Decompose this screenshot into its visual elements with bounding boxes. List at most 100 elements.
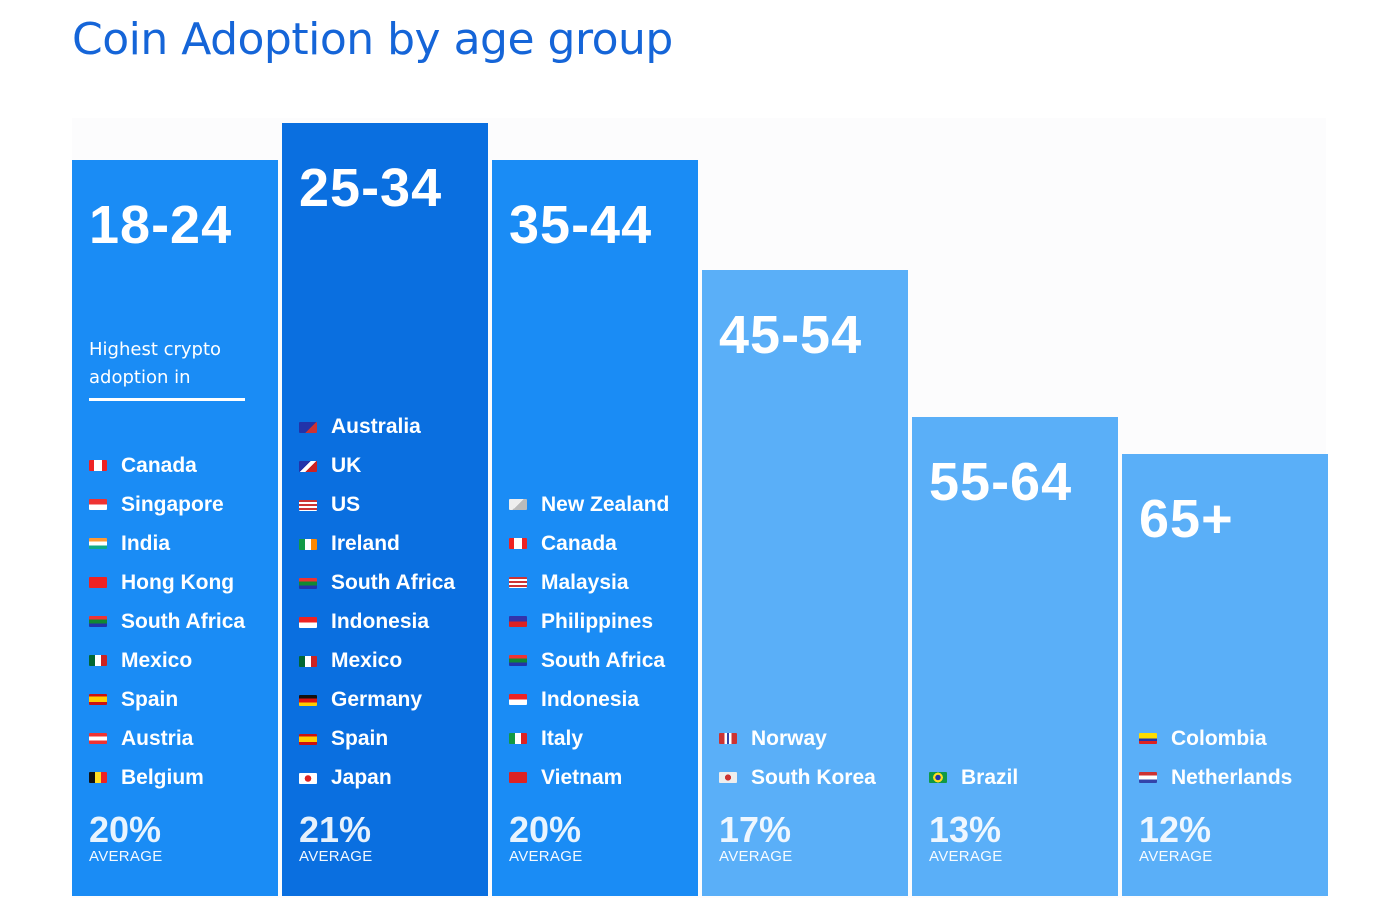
country-item: South Africa [509,646,665,676]
flag-icon [89,499,107,511]
country-name: South Africa [541,648,666,672]
country-name: Malaysia [541,570,629,594]
average-caption: AVERAGE [719,847,793,865]
country-item: Australia [299,412,421,442]
country-item: Japan [299,763,392,793]
average-caption: AVERAGE [1139,847,1213,865]
country-name: UK [331,454,362,477]
country-name: Philippines [541,609,654,633]
average-caption: AVERAGE [509,847,583,865]
country-name: Australia [331,415,421,438]
flag-icon [509,733,527,745]
country-item: Canada [89,451,197,481]
flag-icon [1139,733,1157,745]
average-caption: AVERAGE [89,847,163,865]
bar-18-24: 18-24 Highest crypto adoption in Canada Sin… [72,159,278,896]
country-name: Germany [331,688,423,711]
country-item: UK [299,451,361,481]
age-group-label: 55-64 [929,452,1073,513]
country-name: Canada [541,531,617,555]
flag-icon [89,616,107,628]
flag-icon [299,460,317,472]
country-item: Italy [509,724,583,754]
country-item: Indonesia [299,607,429,637]
country-item: South Korea [719,763,876,793]
age-group-label: 18-24 [89,194,233,255]
flag-icon [299,421,317,433]
country-item: US [299,490,360,520]
flag-icon [299,538,317,550]
country-name: Singapore [121,492,224,516]
bar-65+: 65+ Colombia Netherlands 12% AVERAGE [1122,454,1328,896]
country-name: Japan [331,766,392,789]
country-item: South Africa [89,607,245,637]
flag-icon [89,733,107,745]
age-group-label: 65+ [1139,489,1234,550]
country-item: Canada [509,529,617,559]
country-name: Hong Kong [121,570,235,594]
flag-icon [89,655,107,667]
average-value-label: 13% [929,808,1002,850]
flag-icon [509,772,527,784]
bar-35-44: 35-44 New Zealand Canada Malaysia Philippine… [492,159,698,896]
country-item: Germany [299,685,422,715]
flag-icon [89,460,107,472]
average-caption: AVERAGE [929,847,1003,865]
average-value-label: 12% [1139,808,1212,850]
flag-icon [509,577,527,589]
flag-icon [299,499,317,511]
country-name: Norway [751,726,827,750]
country-item: South Africa [299,568,455,598]
highest-adoption-note: Highest crypto adoption in [89,336,245,401]
flag-icon [719,772,737,784]
country-name: US [331,493,361,516]
flag-icon [509,694,527,706]
country-name: Colombia [1171,726,1267,750]
flag-icon [299,694,317,706]
flag-icon [89,772,107,784]
bar-55-64: 55-64 Brazil 13% AVERAGE [912,417,1118,896]
country-item: New Zealand [509,490,669,520]
country-item: Philippines [509,607,653,637]
age-group-label: 35-44 [509,194,653,255]
flag-icon [89,577,107,589]
country-item: Austria [89,724,193,754]
chart-title: Coin Adoption by age group [72,14,673,65]
flag-icon [299,733,317,745]
country-name: Italy [541,726,584,750]
country-item: Malaysia [509,568,629,598]
country-item: Singapore [89,490,224,520]
country-item: Mexico [299,646,402,676]
bar-45-54: 45-54 Norway South Korea 17% AVERAGE [702,270,908,896]
country-item: Spain [89,685,178,715]
age-group-label: 45-54 [719,305,863,366]
average-value-label: 20% [509,808,582,850]
flag-icon [509,538,527,550]
average-value-label: 17% [719,808,792,850]
country-name: Spain [121,687,179,711]
country-item: Vietnam [509,763,622,793]
country-item: Mexico [89,646,192,676]
country-item: Norway [719,724,827,754]
country-item: Ireland [299,529,400,559]
flag-icon [719,733,737,745]
country-item: Netherlands [1139,763,1292,793]
country-name: Brazil [961,765,1019,789]
country-item: Indonesia [509,685,639,715]
country-name: South Africa [121,609,246,633]
country-name: Indonesia [541,687,640,711]
flag-icon [89,694,107,706]
flag-icon [509,499,527,511]
country-name: Austria [121,726,194,750]
country-name: New Zealand [541,492,670,516]
country-name: South Africa [331,571,456,594]
country-name: Spain [331,727,389,750]
flag-icon [89,538,107,550]
age-group-label: 25-34 [299,158,443,218]
country-item: Hong Kong [89,568,234,598]
flag-icon [299,655,317,667]
country-name: Netherlands [1171,765,1293,789]
country-name: Mexico [331,649,403,672]
country-item: Spain [299,724,388,754]
